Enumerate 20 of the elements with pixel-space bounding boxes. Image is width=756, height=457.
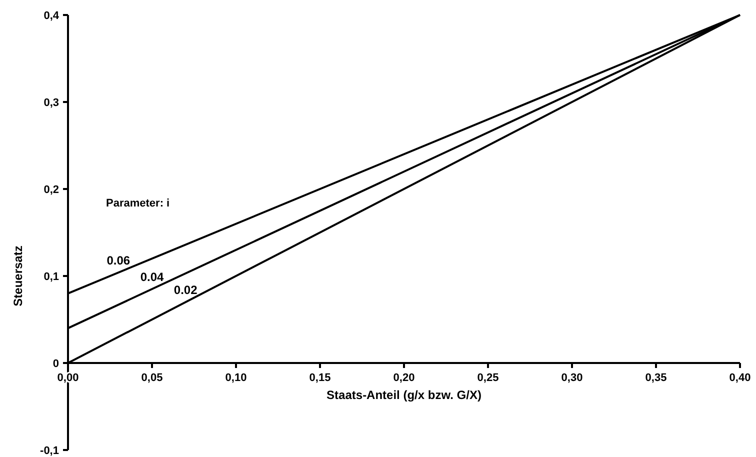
x-tick-label: 0,40 [729,372,751,384]
y-tick-label: 0,1 [44,270,59,283]
series-label: 0.04 [140,270,164,284]
series-label: 0.02 [174,283,198,298]
x-tick-label: 0,30 [561,372,583,384]
y-tick-label: 0,3 [44,96,59,109]
y-tick-label: 0 [52,358,59,370]
x-tick-label: 0,05 [141,372,163,384]
annotation: Parameter: i [106,197,170,210]
y-axis-title: Steuersatz [11,246,25,306]
x-tick-label: 0,15 [309,372,331,384]
x-axis-title: Staats-Anteil (g/x bzw. G/X) [326,388,482,402]
x-tick-label: 0,10 [225,372,247,384]
series-label: 0.06 [106,254,130,268]
y-tick-label: -0,1 [40,444,59,457]
y-tick-label: 0,4 [44,10,60,22]
x-tick-label: 0,35 [645,372,667,384]
x-tick-label: 0,20 [393,372,415,384]
y-tick-label: 0,2 [44,184,59,196]
x-tick-label: 0,25 [477,372,499,384]
